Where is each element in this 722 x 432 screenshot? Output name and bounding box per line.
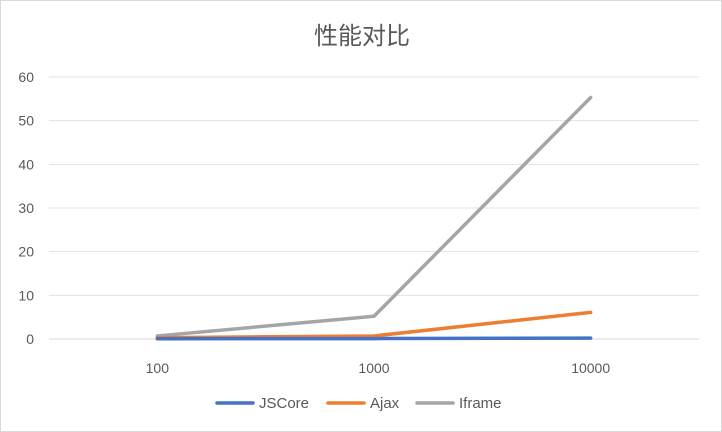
y-tick-label: 60 (18, 69, 34, 85)
y-tick-label: 10 (18, 287, 34, 303)
x-tick-label: 100 (146, 360, 170, 376)
y-tick-label: 20 (18, 244, 34, 260)
legend-label-jscore: JSCore (259, 395, 309, 412)
series-line-iframe (155, 95, 593, 338)
series-lines (155, 95, 593, 341)
legend: JSCore Ajax Iframe (215, 395, 502, 412)
y-tick-label: 30 (18, 200, 34, 216)
y-tick-label: 40 (18, 156, 34, 172)
x-tick-label: 1000 (358, 360, 389, 376)
x-axis-ticks: 100 1000 10000 (146, 360, 611, 376)
chart-title: 性能对比 (314, 22, 410, 50)
series-line-jscore (155, 336, 593, 341)
gridlines (49, 76, 699, 340)
legend-label-iframe: Iframe (459, 395, 502, 412)
y-tick-label: 0 (26, 331, 34, 347)
y-tick-label: 50 (18, 113, 34, 129)
x-tick-label: 10000 (571, 360, 610, 376)
legend-label-ajax: Ajax (370, 395, 400, 412)
y-axis-ticks: 0 10 20 30 40 50 60 (18, 69, 34, 347)
